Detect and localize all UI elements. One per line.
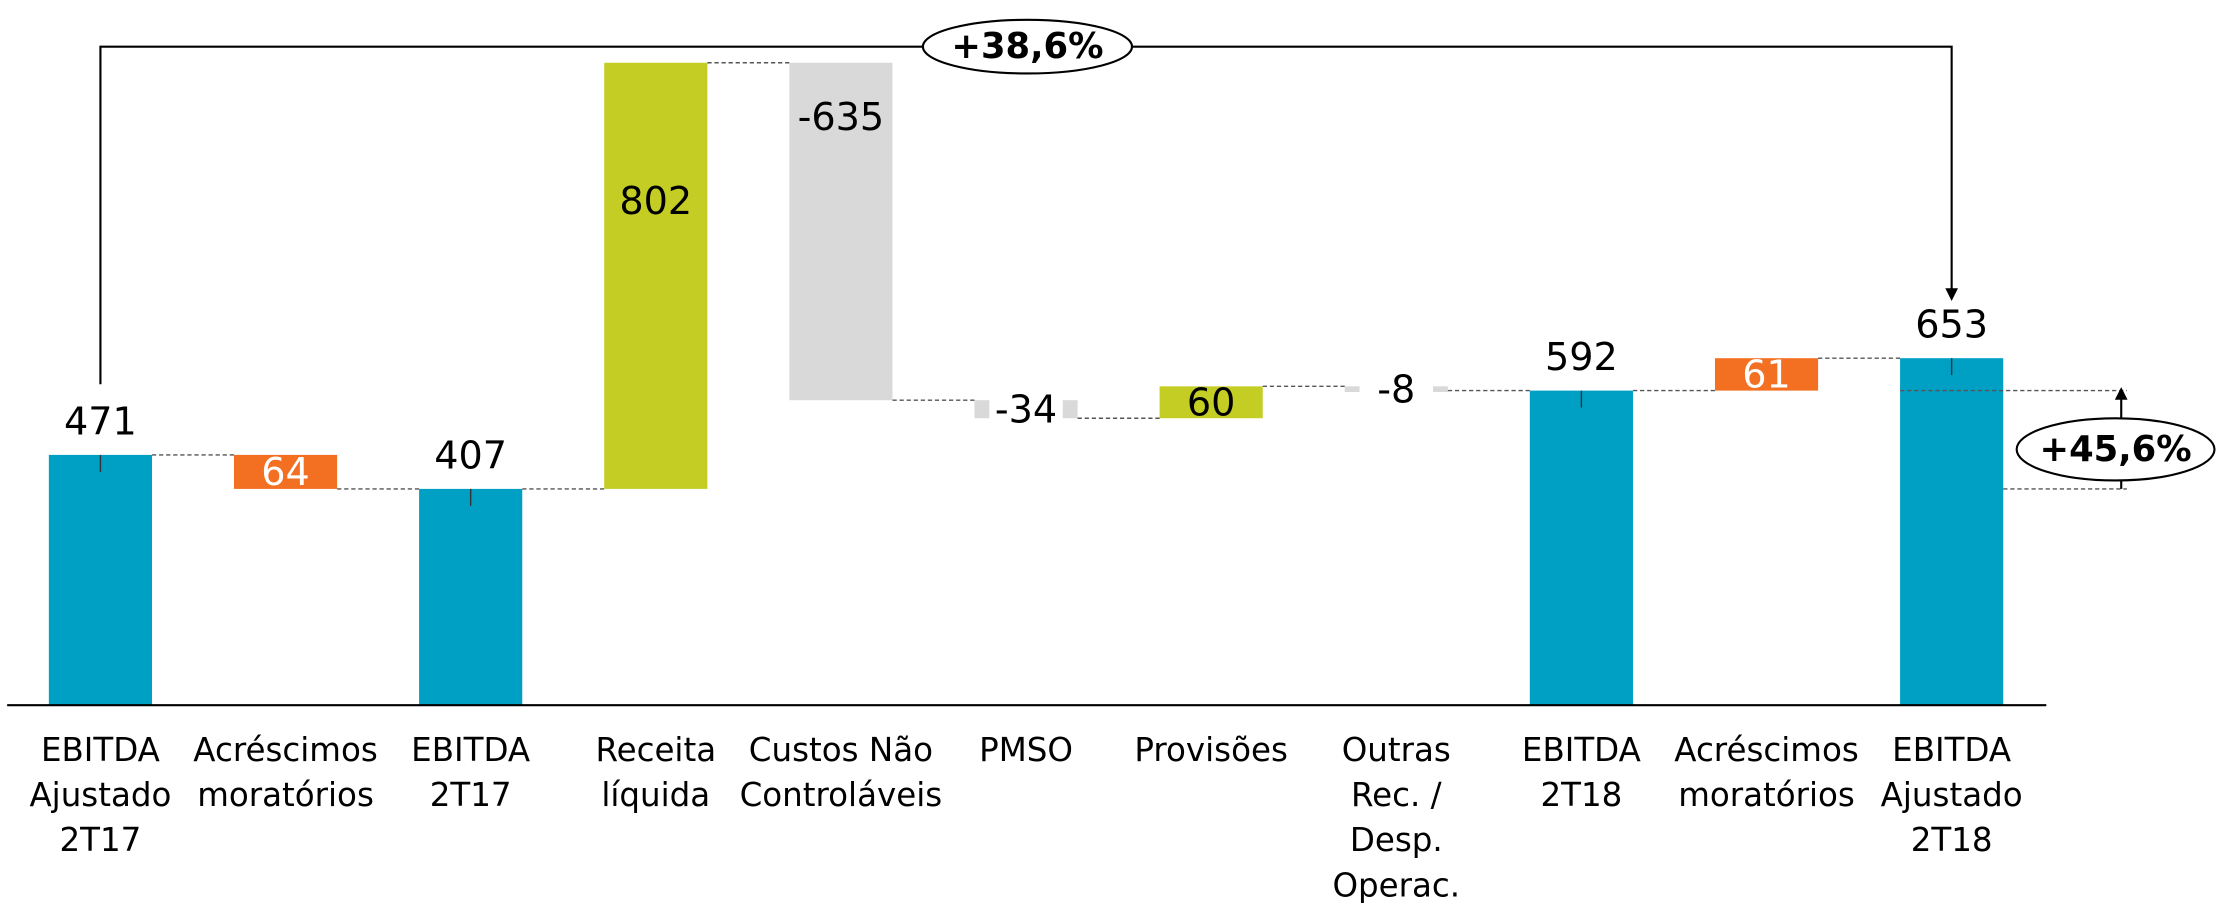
value-label: -635 bbox=[798, 95, 885, 139]
x-tick-label: Receita líquida bbox=[595, 731, 716, 814]
x-tick-label: PMSO bbox=[979, 731, 1073, 769]
bar bbox=[1714, 358, 1819, 391]
bar bbox=[1159, 386, 1263, 419]
value-label: -8 bbox=[1377, 368, 1415, 412]
value-label: 64 bbox=[261, 450, 310, 494]
x-tick-label: EBITDA 2T17 bbox=[411, 731, 530, 814]
annotation-box bbox=[921, 18, 1134, 75]
annotation-box bbox=[2015, 417, 2216, 482]
bar bbox=[233, 454, 338, 489]
x-tick-label: Acréscimos moratórios bbox=[1674, 731, 1858, 814]
x-tick-label: Outras Rec. / Desp. Operac. bbox=[1332, 731, 1460, 903]
value-label: 407 bbox=[434, 433, 507, 477]
annotation: +38,6% bbox=[951, 26, 1103, 67]
x-tick-label: EBITDA Ajustado 2T17 bbox=[29, 731, 171, 859]
bar bbox=[1529, 390, 1633, 706]
bar bbox=[1900, 358, 2004, 706]
value-label: 802 bbox=[619, 179, 692, 223]
value-label: 653 bbox=[1915, 303, 1988, 347]
x-tick-label: EBITDA Ajustado 2T18 bbox=[1881, 731, 2023, 859]
value-label: 60 bbox=[1187, 381, 1236, 425]
value-label: 61 bbox=[1742, 353, 1791, 397]
value-label: 592 bbox=[1545, 335, 1618, 379]
label-bg bbox=[1359, 369, 1434, 409]
value-label: -34 bbox=[995, 388, 1057, 432]
x-tick-label: Acréscimos moratórios bbox=[193, 731, 377, 814]
bar bbox=[48, 454, 153, 706]
label-bg bbox=[989, 389, 1063, 429]
annotation: +45,6% bbox=[2040, 429, 2192, 470]
x-tick-label: EBITDA 2T18 bbox=[1522, 731, 1641, 814]
x-tick-label: Custos Não Controláveis bbox=[740, 731, 943, 814]
bar bbox=[419, 488, 523, 706]
x-tick-label: Provisões bbox=[1134, 731, 1288, 769]
bar bbox=[604, 62, 708, 489]
value-label: 471 bbox=[64, 399, 137, 443]
bar bbox=[789, 62, 893, 401]
bracket bbox=[99, 45, 1959, 385]
